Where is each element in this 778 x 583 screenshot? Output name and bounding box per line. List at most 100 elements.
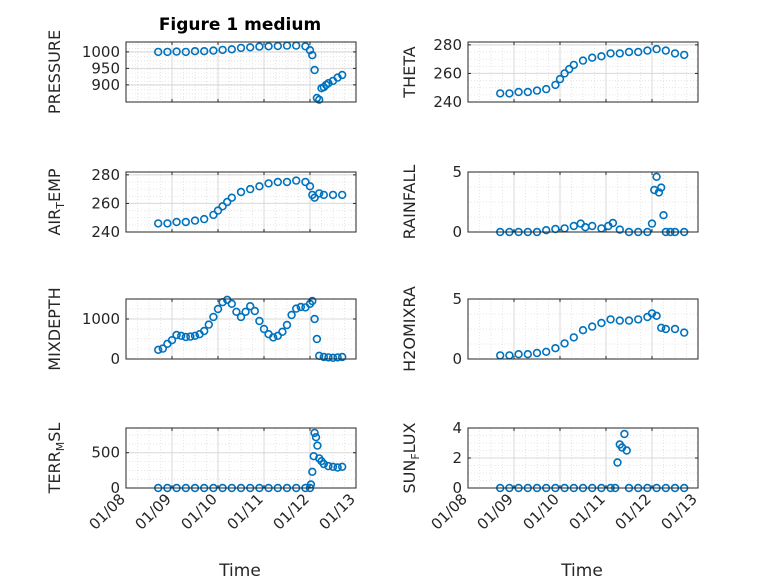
data-point [647,219,657,228]
data-point [541,347,551,356]
x-tick-label: 01/10 [520,490,563,533]
data-point [232,307,241,316]
data-point [670,324,680,334]
data-point [319,459,328,469]
data-point [650,185,659,195]
data-point [624,316,634,325]
figure-title: Figure 1 medium [159,15,321,35]
data-point [569,221,578,231]
data-point [597,52,606,61]
data-point [643,46,652,55]
y-tick-label: 5 [452,290,462,308]
data-point [209,312,218,322]
x-tick-label: 01/11 [566,490,609,533]
data-point [551,80,560,90]
data-point [532,86,542,95]
data-point [292,304,301,313]
data-point [241,307,250,316]
data-point [523,87,532,97]
y-tick-label: 1000 [82,43,120,61]
data-point [679,50,689,60]
data-point [587,221,597,231]
data-point [236,312,246,322]
x-tick-label: 01/13 [658,490,701,533]
x-tick-label: 01/11 [224,490,267,533]
data-point [496,89,505,98]
data-point [312,334,322,344]
x-tick-label: 01/12 [270,490,313,533]
data-point [269,333,278,342]
y-tick-label: 950 [91,59,120,77]
data-point [218,202,227,211]
data-point [227,45,237,54]
data-point [264,42,273,51]
data-point [154,345,163,354]
data-point [615,49,624,58]
data-series [496,44,689,98]
y-axis-label: PRESSURE [45,30,64,114]
axes-box [125,171,357,233]
data-point [659,211,668,220]
data-point [541,84,551,94]
data-point [560,69,569,78]
data-point [606,315,615,324]
data-point [324,461,333,471]
data-point [190,46,200,56]
y-tick-label: 0 [110,479,120,497]
data-point [615,225,624,234]
axes-box [467,298,699,360]
data-point [181,217,191,227]
data-point [177,331,186,340]
y-axis-label: H2OMIXRA [400,286,419,372]
data-point [236,43,246,53]
data-point [213,206,223,215]
data-point [158,344,168,353]
data-point [338,352,347,362]
subplot-rainfall: 0 5 RAINFALL [400,163,699,241]
y-tick-label: 0 [110,350,120,368]
x-tick-label: 01/08 [86,490,129,533]
y-tick-label: 280 [91,166,120,184]
data-point [620,429,629,439]
x-tick-label: 01/10 [178,490,221,533]
data-point [569,60,578,70]
data-point [514,350,523,359]
data-point [315,189,324,198]
data-point [656,183,666,192]
data-point [213,304,223,314]
data-point [654,188,664,197]
x-tick-label: 01/13 [316,490,359,533]
data-point [551,344,560,353]
y-tick-label: 240 [433,93,462,111]
data-point [505,89,514,98]
y-tick-label: 2 [452,449,462,467]
data-point [273,41,282,51]
data-point [670,49,680,58]
y-axis-label: TERRMSL [45,423,67,495]
data-point [163,47,172,57]
data-point [282,320,292,330]
data-point [227,193,237,202]
data-point [273,177,282,187]
subplot-terr-msl: 0 500 TERRMSL 01/08 01/09 01/10 01/11 01/12 01/1… [45,423,359,534]
data-point [190,331,200,340]
data-point [209,210,218,220]
data-point [564,64,574,74]
data-point [287,310,296,320]
data-point [560,339,569,348]
data-point [172,47,181,56]
data-point [172,217,181,227]
y-tick-label: 240 [91,223,120,241]
data-point [308,296,317,306]
data-point [218,45,227,55]
data-point [597,318,606,328]
data-point [292,176,301,185]
data-point [296,302,305,312]
data-point [569,333,578,342]
data-point [652,311,661,320]
data-point [172,330,181,340]
data-point [311,433,321,442]
data-point [236,187,246,197]
